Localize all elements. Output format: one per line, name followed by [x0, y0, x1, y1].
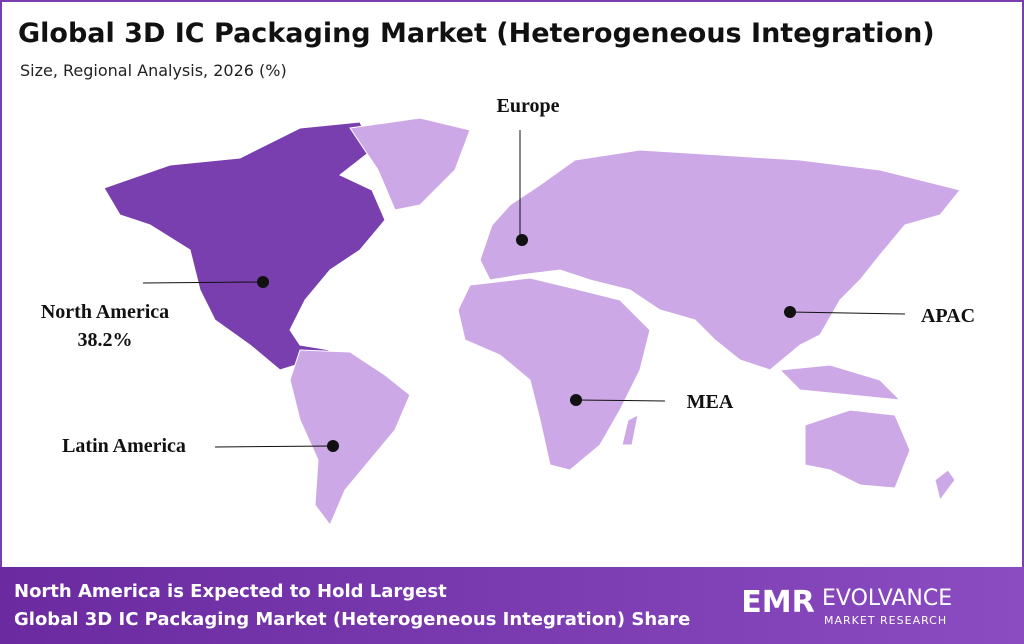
north-america — [103, 121, 386, 371]
region-label: North America — [41, 301, 169, 323]
world-map — [103, 117, 961, 526]
logo-mark: EMR — [741, 585, 814, 620]
leader-line — [575, 399, 666, 402]
leader-line — [214, 445, 334, 448]
footer-line: Global 3D IC Packaging Market (Heterogen… — [14, 609, 690, 630]
region-dot — [784, 306, 796, 318]
madagascar — [621, 414, 639, 446]
greenland — [349, 117, 471, 211]
region-dot — [516, 234, 528, 246]
subtitle: Size, Regional Analysis, 2026 (%) — [20, 61, 287, 80]
title: Global 3D IC Packaging Market (Heterogen… — [18, 18, 935, 49]
logo-tagline: MARKET RESEARCH — [824, 614, 947, 627]
eurasia — [479, 149, 961, 371]
region-dot — [257, 276, 269, 288]
australia — [804, 409, 911, 489]
region-label: Europe — [497, 95, 560, 117]
new-zealand — [934, 469, 956, 502]
leader-line — [142, 281, 263, 284]
region-label: APAC — [921, 305, 975, 327]
leader-line — [789, 311, 906, 315]
region-share: 38.2% — [78, 329, 133, 351]
footer-bar — [0, 567, 1024, 644]
logo-name: EVOLVANCE — [822, 586, 952, 611]
region-dot — [570, 394, 582, 406]
region-dot — [327, 440, 339, 452]
southeast-asia — [778, 364, 902, 401]
region-label: Latin America — [62, 435, 186, 457]
region-label: MEA — [687, 391, 734, 413]
africa — [457, 277, 651, 471]
region-labels: Europe North America 38.2% APAC MEA Lati… — [41, 95, 975, 457]
south-america — [289, 349, 411, 526]
footer-line: North America is Expected to Hold Larges… — [14, 581, 447, 602]
